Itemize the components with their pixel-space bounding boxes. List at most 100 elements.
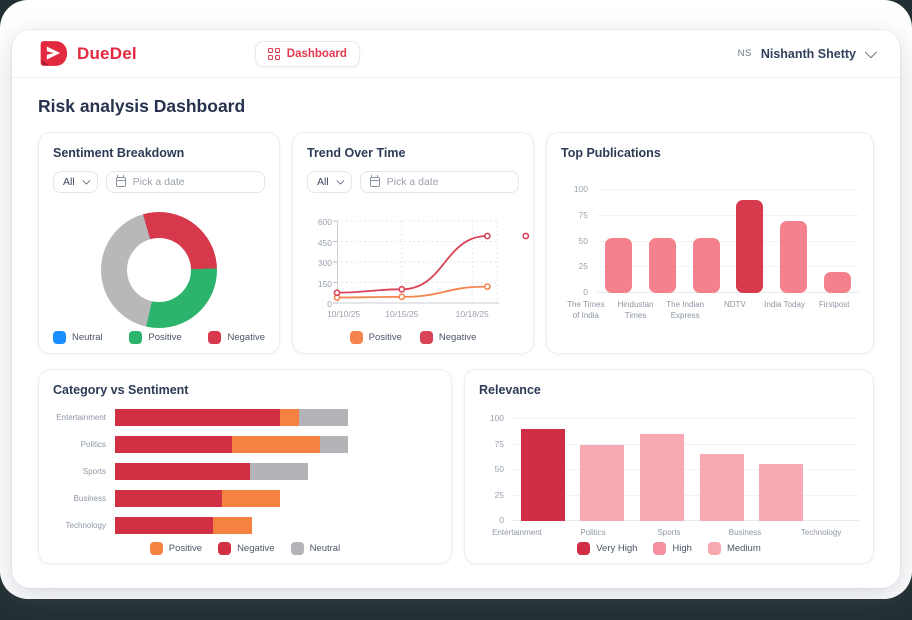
y-tick-label: 600 — [317, 217, 332, 227]
legend-item[interactable]: Positive — [349, 331, 402, 344]
legend-item[interactable]: Positive — [149, 542, 202, 555]
bar — [759, 463, 804, 521]
publications-bar-chart: 0 25 50 75 100 — [561, 184, 859, 297]
legend-label: Neutral — [72, 332, 103, 343]
calendar-icon — [369, 175, 380, 187]
bar-slot — [692, 453, 752, 521]
legend-item[interactable]: High — [653, 542, 692, 555]
bar — [736, 200, 764, 293]
legend-item[interactable]: Very High — [577, 542, 637, 555]
legend-item[interactable]: Negative — [218, 542, 275, 555]
x-category-label: Sports — [657, 528, 681, 537]
bar — [639, 434, 684, 521]
stacked-bar — [115, 436, 348, 453]
bar-segment-negative — [115, 436, 232, 453]
stacked-bar — [115, 517, 253, 534]
stacked-bar — [115, 490, 281, 507]
data-point-marker — [333, 289, 341, 297]
gridline — [597, 240, 859, 242]
gridline — [513, 443, 859, 445]
x-category-label: Politics — [580, 528, 606, 537]
category-row: Entertainment — [53, 409, 437, 426]
y-tick-label: 300 — [317, 258, 332, 268]
legend-swatch — [349, 331, 363, 344]
relevance-card: Relevance 0 25 50 75 100 Entertainment Politi… — [464, 369, 874, 564]
line-plot-area: 10/10/25 10/15/25 10/18/25 — [327, 219, 530, 319]
bar — [580, 444, 625, 521]
legend-swatch — [290, 542, 304, 555]
stacked-bar — [115, 409, 348, 426]
charts-row-1: Sentiment Breakdown All Pick a date Neut… — [38, 132, 874, 354]
gridline — [513, 418, 859, 419]
gridline — [513, 469, 859, 470]
data-point-marker — [483, 283, 491, 290]
bar — [780, 220, 808, 293]
x-axis-labels: Entertainment Politics Sports Business Techn… — [479, 528, 859, 539]
category-row: Sports — [53, 463, 437, 480]
date-placeholder: Pick a date — [386, 176, 439, 188]
main-content: Risk analysis Dashboard Sentiment Breakd… — [12, 78, 900, 564]
y-tick-label: 0 — [499, 515, 504, 525]
legend-swatch — [149, 542, 163, 555]
brand-name: DueDel — [77, 43, 137, 63]
bar-slot — [641, 238, 685, 293]
bar-segment-positive — [280, 409, 300, 426]
brand-logo[interactable]: DueDel — [38, 40, 137, 67]
bar-plot-area — [597, 189, 859, 293]
gridline — [597, 189, 859, 190]
category-row: Technology — [53, 517, 437, 534]
legend-label: Very High — [596, 543, 638, 554]
category-label: Politics — [80, 440, 106, 449]
legend-swatch — [577, 542, 591, 555]
legend-label: Neutral — [309, 543, 341, 554]
sentiment-filter-select[interactable]: All — [53, 171, 98, 193]
legend-item[interactable]: Positive — [129, 331, 182, 344]
category-row: Politics — [53, 436, 437, 453]
trend-date-input[interactable]: Pick a date — [359, 171, 519, 193]
legend-label: Positive — [368, 332, 402, 343]
bar-slot — [815, 272, 859, 293]
bar — [605, 238, 633, 293]
bar — [649, 238, 676, 293]
legend-item[interactable]: Negative — [419, 331, 477, 344]
page-title: Risk analysis Dashboard — [38, 96, 246, 116]
legend-item[interactable]: Neutral — [290, 542, 341, 555]
sentiment-breakdown-card: Sentiment Breakdown All Pick a date Neut… — [38, 132, 280, 354]
bar-segment-positive — [212, 517, 253, 534]
duedel-logo-icon — [40, 41, 68, 66]
legend-item[interactable]: Negative — [208, 331, 265, 344]
chevron-down-icon — [81, 176, 91, 185]
sentiment-donut-chart — [101, 212, 217, 328]
legend-item[interactable]: Medium — [707, 542, 761, 555]
x-category-label: NDTV — [723, 300, 746, 309]
relevance-bar-chart: 0 25 50 75 100 — [479, 413, 859, 525]
bars-container — [513, 419, 859, 521]
line-series-negative — [336, 235, 488, 294]
trend-legend: Positive Negative — [293, 331, 533, 344]
date-placeholder: Pick a date — [132, 176, 185, 188]
card-title: Sentiment Breakdown — [53, 146, 185, 160]
dashboard-nav-button[interactable]: Dashboard — [254, 40, 360, 67]
y-tick-label: 150 — [317, 278, 332, 289]
bar — [823, 272, 851, 293]
charts-row-2: Category vs Sentiment Entertainment Polit… — [38, 369, 874, 564]
bar-segment-neutral — [320, 436, 348, 453]
trend-filter-select[interactable]: All — [307, 171, 352, 193]
user-initials: NS — [737, 48, 752, 59]
legend-item[interactable]: Neutral — [53, 331, 103, 344]
x-category-label: Firstpost — [818, 300, 850, 309]
top-publications-card: Top Publications 0 25 50 75 100 The Times of… — [546, 132, 874, 354]
bar-segment-negative — [115, 490, 223, 507]
bar-segment-positive — [231, 436, 321, 453]
sentiment-date-input[interactable]: Pick a date — [105, 171, 265, 193]
data-point-marker — [483, 232, 491, 240]
bar-slot — [573, 444, 633, 521]
card-title: Trend Over Time — [307, 146, 406, 160]
legend-swatch — [208, 331, 222, 344]
trend-over-time-card: Trend Over Time All Pick a date 0 150 300 4… — [292, 132, 534, 354]
sentiment-filters: All Pick a date — [53, 171, 265, 193]
legend-label: Negative — [438, 332, 477, 343]
y-tick-label: 75 — [494, 438, 504, 449]
user-menu[interactable]: NS Nishanth Shetty — [737, 45, 878, 61]
y-axis-labels: 0 25 50 75 100 — [561, 184, 597, 297]
